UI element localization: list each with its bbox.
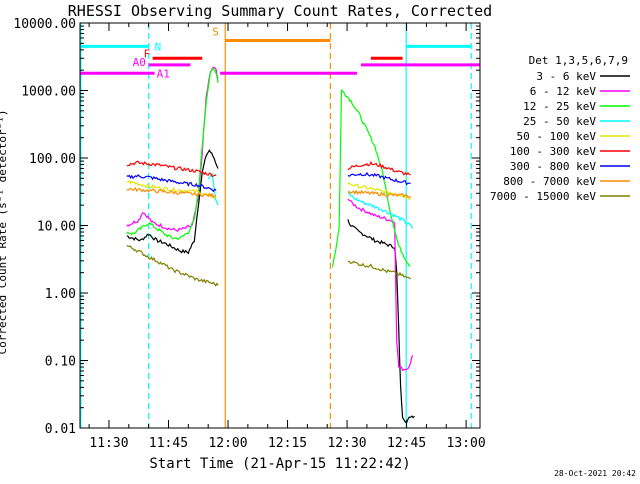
legend-label: 800 - 7000 keV: [503, 175, 596, 188]
series-line: [126, 66, 219, 233]
legend-label: 12 - 25 keV: [523, 100, 596, 113]
plot-frame: [79, 22, 481, 429]
x-tick-label: 11:30: [89, 436, 128, 451]
y-tick-label: 100.00: [29, 152, 76, 167]
series-line: [126, 67, 219, 241]
x-tick-label: 13:00: [447, 436, 486, 451]
x-tick-label: 12:30: [327, 436, 366, 451]
vertical-markers: [80, 23, 472, 428]
series-line: [347, 181, 411, 200]
x-axis: 11:30 11:45 12:00 12:15 12:30 12:45 13:00: [88, 23, 486, 451]
x-axis-label: Start Time (21-Apr-15 11:22:42): [149, 456, 410, 472]
series-line: [347, 189, 411, 199]
series-line: [347, 219, 415, 424]
legend-label: 25 - 50 keV: [523, 115, 596, 128]
timestamp: 28-Oct-2021 20:42: [554, 469, 636, 478]
flag-bar-label: N: [155, 40, 162, 53]
y-tick-label: 1.00: [45, 287, 76, 302]
series-line: [126, 149, 219, 255]
legend-label: 3 - 6 keV: [536, 70, 596, 83]
flag-bar-label: S: [212, 26, 219, 39]
series-line: [126, 174, 217, 193]
series-line: [207, 172, 219, 206]
series-line: [347, 198, 414, 372]
y-tick-label: 10000.00: [13, 17, 76, 32]
x-tick-label: 11:45: [149, 436, 188, 451]
x-tick-label: 12:45: [387, 436, 426, 451]
series-line: [331, 89, 411, 268]
series-line: [126, 244, 219, 287]
y-axis-label: Corrected Count Rate (s⁻¹ detector⁻¹): [0, 109, 9, 354]
legend-label: 6 - 12 keV: [530, 85, 597, 98]
series-line: [126, 187, 217, 198]
legend: Det 1,3,5,6,7,9 3 - 6 keV 6 - 12 keV 12 - …: [490, 54, 630, 203]
series-line: [347, 171, 411, 186]
flag-bar-label: F: [144, 47, 151, 60]
x-tick-label: 12:00: [208, 436, 247, 451]
series-line: [347, 161, 411, 176]
legend-label: 7000 - 15000 keV: [490, 190, 596, 203]
y-tick-label: 0.10: [45, 355, 76, 370]
x-tick-label: 12:15: [268, 436, 307, 451]
series-line: [347, 260, 412, 280]
legend-label: 300 - 800 keV: [510, 160, 596, 173]
legend-label: 100 - 300 keV: [510, 145, 596, 158]
flag-bar-label: A0: [133, 56, 146, 69]
series-line: [126, 160, 217, 178]
y-tick-label: 0.01: [45, 422, 76, 437]
y-axis: 10000.00 1000.00 100.00 10.00 1.00 0.10 0.01: [13, 17, 480, 437]
y-tick-label: 1000.00: [21, 85, 76, 100]
series-lines: [126, 66, 415, 424]
flag-bar-label: A1: [157, 67, 170, 80]
legend-header: Det 1,3,5,6,7,9: [529, 54, 628, 67]
series-line: [347, 191, 414, 229]
flag-bars: N S FA0 A1: [80, 26, 480, 80]
chart-title: RHESSI Observing Summary Count Rates, Co…: [68, 2, 492, 20]
y-tick-label: 10.00: [37, 220, 76, 235]
legend-label: 50 - 100 keV: [517, 130, 597, 143]
